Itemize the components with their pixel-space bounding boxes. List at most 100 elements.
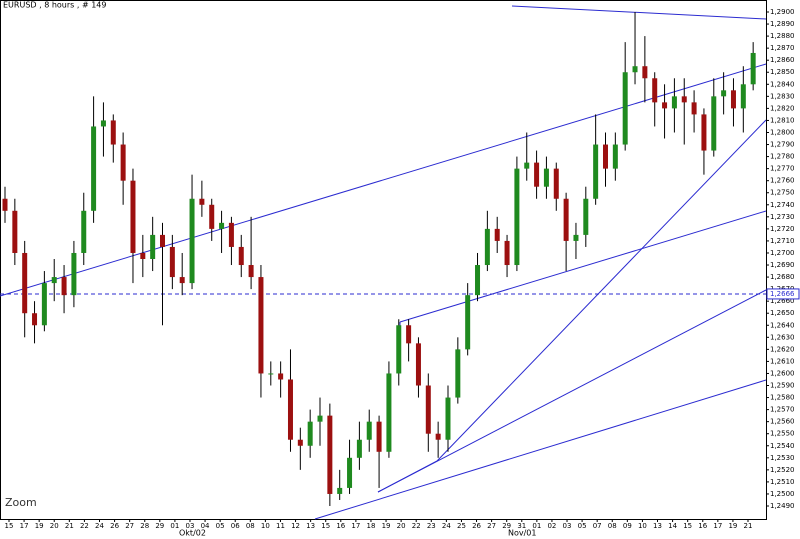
trend-line [0, 63, 767, 297]
trend-line [314, 379, 767, 520]
y-tick-label: 1,2550 [770, 430, 795, 438]
month-label: Nov/01 [508, 529, 537, 538]
candle-body [455, 349, 461, 398]
y-tick-label: 1,2820 [770, 104, 795, 112]
x-tick-label: 17 [713, 522, 722, 530]
candle-body [730, 90, 736, 109]
y-tick-label: 1,2900 [770, 8, 795, 16]
x-tick-label: 15 [683, 522, 692, 530]
y-tick-label: 1,2610 [770, 357, 795, 365]
candle-body [376, 421, 382, 452]
candle-body [327, 415, 333, 494]
candle-body [307, 421, 313, 446]
x-tick-label: 18 [366, 522, 375, 530]
x-tick-label: 15 [321, 522, 330, 530]
candle-body [2, 198, 8, 211]
x-tick-label: 20 [50, 522, 59, 530]
candle-body [51, 277, 57, 284]
y-tick-label: 1,2680 [770, 273, 795, 281]
y-tick-label: 1,2740 [770, 201, 795, 209]
candle-body [622, 72, 628, 145]
last-price-box [766, 288, 800, 300]
y-tick-label: 1,2850 [770, 68, 795, 76]
y-tick-label: 1,2510 [770, 478, 795, 486]
candle-body [711, 96, 717, 151]
x-tick-label: 10 [638, 522, 647, 530]
candle-body [22, 252, 28, 314]
y-tick-label: 1,2770 [770, 165, 795, 173]
candle-body [278, 373, 284, 380]
candle-body [268, 373, 274, 375]
x-tick-label: 12 [291, 522, 300, 530]
x-tick-label: 29 [155, 522, 164, 530]
candle-body [287, 379, 293, 440]
x-tick-label: 16 [698, 522, 707, 530]
trend-line [377, 289, 767, 493]
x-tick-label: 20 [397, 522, 406, 530]
y-tick-label: 1,2690 [770, 261, 795, 269]
candle-body [435, 433, 441, 440]
x-tick-label: 04 [201, 522, 210, 530]
candle-body [160, 234, 166, 247]
trend-line [399, 210, 767, 323]
candle-body [366, 421, 372, 440]
candle-body [71, 252, 77, 296]
candle-body [504, 240, 510, 266]
candle-body [199, 198, 205, 205]
x-tick-label: 27 [487, 522, 496, 530]
y-tick-label: 1,2800 [770, 128, 795, 136]
candle-body [632, 66, 638, 73]
x-tick-label: 21 [744, 522, 753, 530]
candle-body [721, 90, 727, 97]
candle-body [553, 168, 559, 199]
candle-body [248, 265, 254, 278]
y-tick-label: 1,2750 [770, 189, 795, 197]
y-tick-label: 1,2720 [770, 225, 795, 233]
candle-body [238, 246, 244, 266]
candle-body [494, 228, 500, 241]
y-tick-label: 1,2790 [770, 141, 795, 149]
x-tick-label: 21 [65, 522, 74, 530]
y-tick-label: 1,2530 [770, 454, 795, 462]
x-tick-label: 22 [80, 522, 89, 530]
y-tick-label: 1,2810 [770, 116, 795, 124]
x-tick-label: 17 [351, 522, 360, 530]
candle-body [356, 439, 362, 458]
candle-body [32, 313, 38, 326]
y-tick-label: 1,2730 [770, 213, 795, 221]
x-tick-label: 26 [472, 522, 481, 530]
x-tick-label: 24 [442, 522, 451, 530]
y-tick-label: 1,2830 [770, 92, 795, 100]
candle-body [465, 295, 471, 350]
y-tick-label: 1,2780 [770, 153, 795, 161]
x-tick-label: 14 [668, 522, 677, 530]
x-tick-label: 06 [231, 522, 240, 530]
candle-body [317, 415, 323, 422]
candle-body [602, 144, 608, 169]
trend-lines [0, 5, 767, 520]
candle-body [681, 96, 687, 103]
x-tick-label: 10 [261, 522, 270, 530]
y-tick-label: 1,2890 [770, 20, 795, 28]
chart-title: EURUSD , 8 hours , # 149 [3, 1, 106, 10]
candle-body [484, 228, 490, 266]
x-tick-label: 09 [623, 522, 632, 530]
x-tick-label: 19 [728, 522, 737, 530]
x-tick-label: 13 [653, 522, 662, 530]
month-label: Okt/02 [179, 529, 206, 538]
candle-body [612, 144, 618, 169]
x-tick-label: 05 [578, 522, 587, 530]
x-tick-label: 31 [517, 522, 526, 530]
x-tick-label: 13 [306, 522, 315, 530]
y-tick-label: 1,2760 [770, 177, 795, 185]
y-tick-label: 1,2840 [770, 80, 795, 88]
candle-body [593, 144, 599, 199]
candle-body [425, 385, 431, 434]
last-price-label: 1,2666 [770, 290, 795, 298]
x-tick-label: 17 [20, 522, 29, 530]
x-tick-label: 02 [547, 522, 556, 530]
candle-body [662, 102, 668, 109]
y-tick-label: 1,2560 [770, 418, 795, 426]
x-tick-label: 03 [186, 522, 195, 530]
